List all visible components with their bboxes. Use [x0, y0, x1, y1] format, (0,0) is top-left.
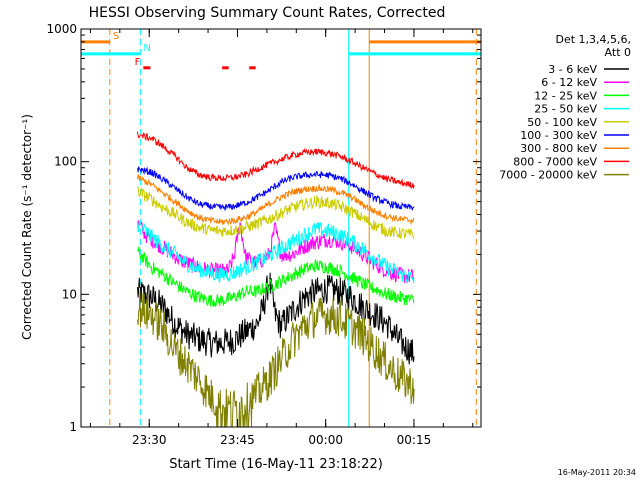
- legend-entry-label: 12 - 25 keV: [534, 89, 597, 102]
- series-line-6: [137, 166, 415, 211]
- y-tick-label: 1: [69, 420, 77, 434]
- flag-label-f: F: [135, 57, 141, 68]
- series-line-7: [137, 173, 415, 226]
- series-line-3: [137, 246, 415, 308]
- render-timestamp: 16-May-2011 20:34: [558, 468, 636, 477]
- y-tick-label: 1000: [46, 22, 77, 36]
- series-line-9: [137, 291, 415, 427]
- chart-title: HESSI Observing Summary Count Rates, Cor…: [89, 5, 446, 21]
- series-line-8: [137, 131, 415, 189]
- x-tick-label: 00:00: [308, 433, 343, 447]
- legend-entry-label: 100 - 300 keV: [520, 129, 597, 142]
- x-tick-label: 23:45: [220, 433, 255, 447]
- plot-area: S NF 1 10 100 1000 23:30 23:45 00:00 00:15: [46, 22, 482, 447]
- legend-entry-label: 3 - 6 keV: [548, 63, 597, 76]
- legend-header-line-2: Att 0: [605, 46, 631, 59]
- y-tick-label: 10: [62, 287, 77, 301]
- legend-entry-label: 6 - 12 keV: [541, 76, 597, 89]
- legend-entry-label: 50 - 100 keV: [527, 116, 597, 129]
- series-line-4: [137, 220, 415, 284]
- series-line-5: [137, 186, 415, 240]
- legend-entry-label: 7000 - 20000 keV: [499, 169, 597, 182]
- flag-label-n: N: [143, 43, 150, 54]
- x-tick-label: 00:15: [397, 433, 432, 447]
- y-tick-label: 100: [54, 155, 77, 169]
- x-axis-label: Start Time (16-May-11 23:18:22): [169, 457, 383, 472]
- legend-header-line-1: Det 1,3,4,5,6,: [555, 33, 631, 46]
- series-line-1: [137, 272, 415, 365]
- legend-entry-label: 800 - 7000 keV: [513, 155, 597, 168]
- legend-entry-label: 300 - 800 keV: [520, 142, 597, 155]
- flag-label-s: S: [113, 31, 119, 42]
- series-group: [137, 131, 415, 427]
- legend-entry-label: 25 - 50 keV: [534, 103, 597, 116]
- x-tick-label: 23:30: [132, 433, 167, 447]
- plot-frame: [80, 28, 482, 428]
- y-axis-label: Corrected Count Rate (s⁻¹ detector⁻¹): [20, 114, 34, 340]
